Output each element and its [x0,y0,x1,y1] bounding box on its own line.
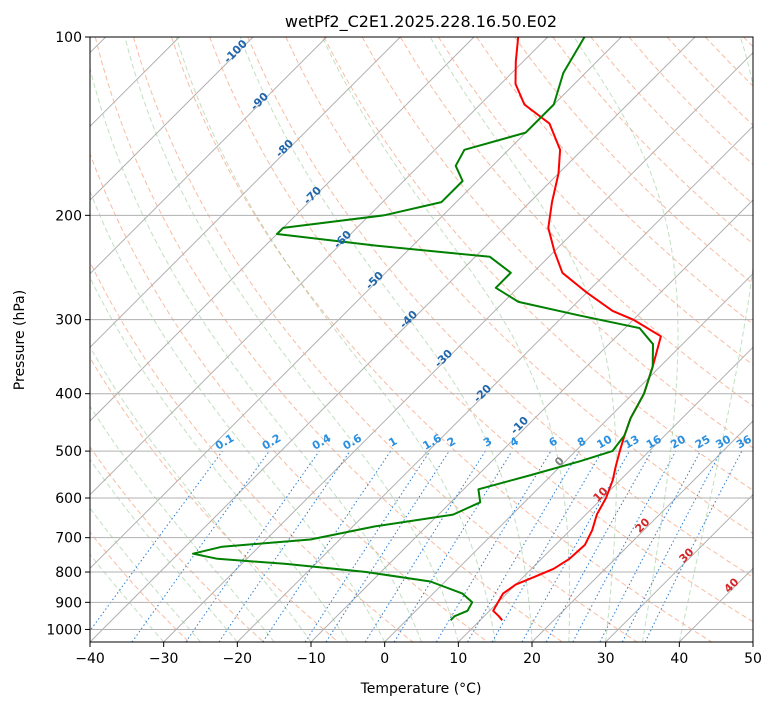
dry-adiabat-line [90,531,190,642]
dry-adiabat-line [94,37,563,642]
dry-adiabat-line [90,260,414,642]
dry-adiabat-line [399,37,753,407]
isotherm-line [457,346,753,642]
moist-adiabat-line [90,276,349,642]
y-tick-label: 900 [55,595,82,611]
chart-title: wetPf2_C2E1.2025.228.16.50.E02 [285,12,557,32]
moist-adiabat-line [678,37,753,642]
y-tick-label: 200 [55,208,82,224]
y-tick-label: 300 [55,313,82,329]
mixing-ratio-line [393,450,513,642]
moist-adiabat-line [90,66,422,642]
dry-adiabat-line [437,37,753,366]
isotherm-line [90,37,328,275]
isotherm-line [163,51,753,642]
mixing-ratio-line [304,450,431,642]
x-tick-label: −30 [149,651,179,667]
y-axis-title: Pressure (hPa) [12,290,28,390]
dry-adiabat-line [476,37,753,325]
moist-adiabat-line [239,37,533,642]
mixing-ratio-line [572,450,677,642]
plot-frame [89,36,754,643]
plot-background [90,37,753,642]
mixing-ratio-line [262,450,392,642]
mixing-ratio-line [90,450,223,632]
isotherm-line [605,493,753,642]
y-tick-label: 600 [55,491,82,507]
sounding-traces [192,37,662,621]
moist-adiabat-line [429,37,617,642]
dry-adiabat-line [90,152,488,642]
moist-adiabat-line [175,37,496,642]
dry-adiabat-line [90,446,264,642]
dry-adiabat-line [247,37,753,578]
moist-adiabat-line [573,37,679,642]
isotherm-line [90,37,254,201]
skewt-guide-lines [90,37,753,642]
x-tick-label: −10 [296,651,326,667]
mixing-ratio-label: 36 [734,432,754,451]
dry-adiabat-line [209,37,753,623]
mixing-ratio-line [545,450,653,642]
dry-adiabat-line [90,356,339,642]
isotherm-line [236,125,753,642]
isotherm-line [90,37,475,422]
dry-adiabat-line [285,37,753,535]
x-tick-label: 40 [670,651,688,667]
mixing-ratio-line [131,450,270,642]
x-axis-title: Temperature (°C) [360,681,482,697]
mixing-ratio-line [185,450,320,642]
moist-adiabat-line [90,458,238,642]
y-axis-ticks: 100 200 300 400 500 600 700 800 900 1000 [46,30,90,638]
moist-adiabat-line [321,37,571,642]
dry-adiabat-line [132,37,638,642]
isotherm-line [384,272,753,642]
isotherm-line [752,641,753,642]
isotherm-line [531,420,753,642]
y-tick-label: 400 [55,387,82,403]
isotherm-line [90,37,549,496]
mixing-ratio-line [521,450,630,642]
x-tick-label: −40 [75,651,105,667]
x-tick-label: 20 [523,651,541,667]
dry-adiabat-line [514,37,753,285]
x-tick-label: −20 [223,651,253,667]
moist-adiabat-line [90,189,386,642]
isotherm-line [90,37,401,349]
mixing-ratio-line [218,450,351,642]
isobar-grid [90,37,753,630]
moist-adiabat-line [90,346,312,642]
x-tick-label: 10 [449,651,467,667]
y-tick-label: 1000 [46,622,82,638]
isotherm-line [90,37,622,570]
x-tick-label: 50 [744,651,762,667]
x-tick-label: 30 [597,651,615,667]
dewpoint-trace [192,37,654,621]
mixing-ratio-line [644,450,743,642]
mixing-ratio-line [325,450,450,642]
y-tick-label: 500 [55,444,82,460]
y-tick-label: 800 [55,565,82,581]
dry-adiabat-line [323,37,753,491]
y-tick-label: 100 [55,30,82,46]
moist-adiabat-line [124,37,459,642]
moist-adiabat-line [90,405,275,642]
y-tick-label: 700 [55,531,82,547]
x-tick-label: 0 [380,651,389,667]
x-axis-ticks: −40 −30 −20 −10 0 10 20 30 40 50 [75,642,762,667]
